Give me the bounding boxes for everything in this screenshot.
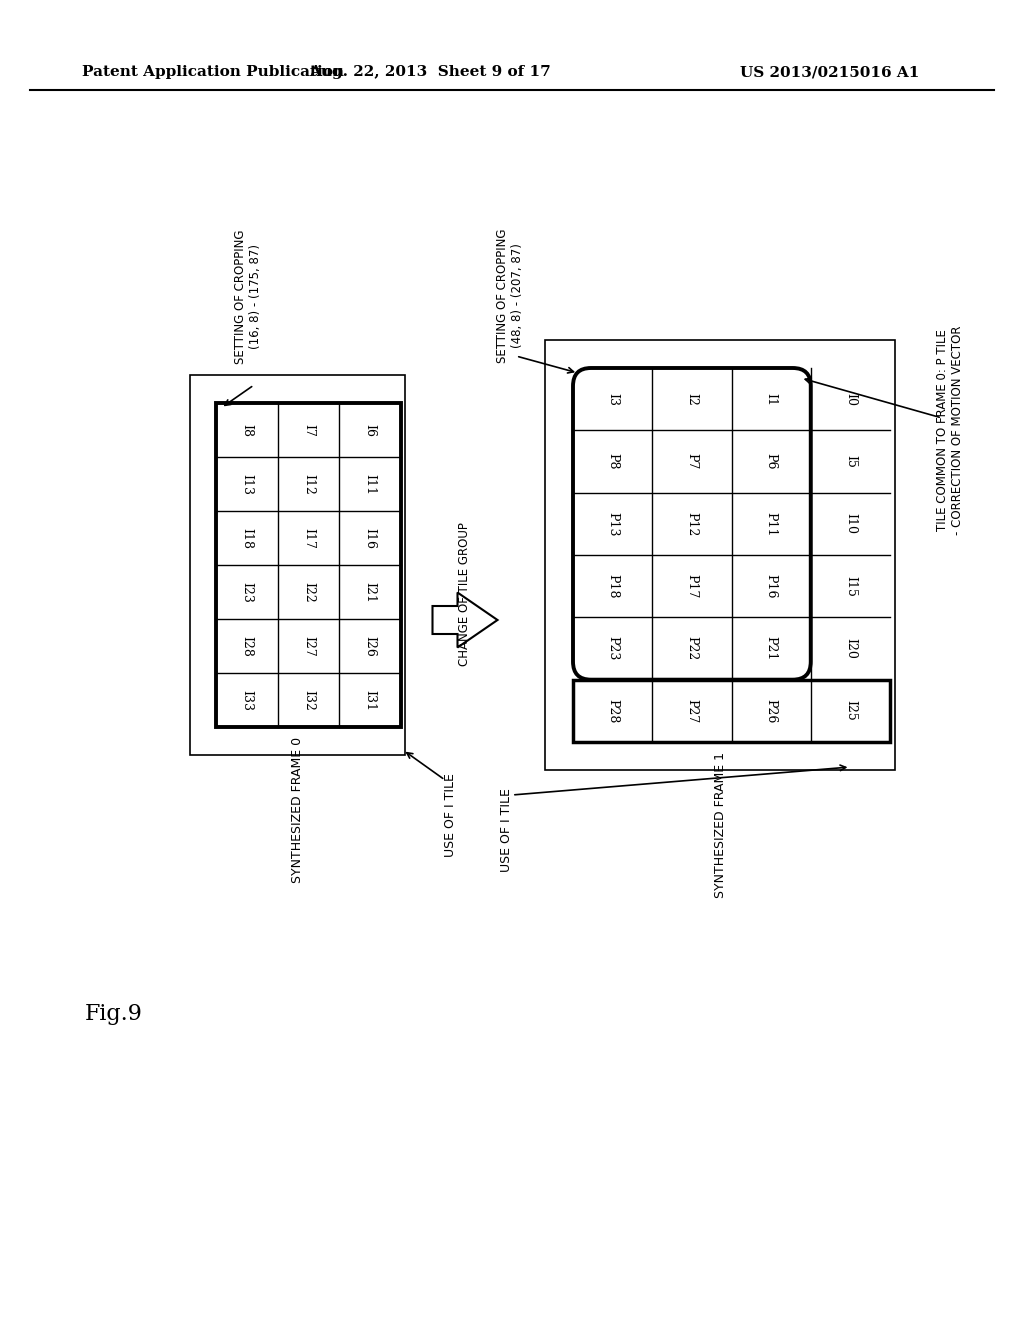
Text: P26: P26 xyxy=(765,698,777,723)
Text: SYNTHESIZED FRAME 0: SYNTHESIZED FRAME 0 xyxy=(291,737,304,883)
Text: I33: I33 xyxy=(241,689,253,710)
Text: I26: I26 xyxy=(364,635,377,656)
Text: CHANGE OF TILE GROUP: CHANGE OF TILE GROUP xyxy=(459,521,471,665)
Bar xyxy=(573,680,890,742)
Text: I0: I0 xyxy=(844,392,857,405)
Text: I5: I5 xyxy=(844,455,857,467)
Bar xyxy=(545,341,895,770)
Text: TILE COMMON TO FRAME 0: P TILE
- CORRECTION OF MOTION VECTOR: TILE COMMON TO FRAME 0: P TILE - CORRECT… xyxy=(936,325,964,535)
Polygon shape xyxy=(432,593,498,648)
Text: P13: P13 xyxy=(606,512,620,536)
Text: I10: I10 xyxy=(844,513,857,535)
Text: I28: I28 xyxy=(241,635,253,656)
Bar xyxy=(190,375,406,755)
Text: SYNTHESIZED FRAME 1: SYNTHESIZED FRAME 1 xyxy=(714,752,726,898)
Text: I23: I23 xyxy=(241,582,253,602)
Text: P22: P22 xyxy=(685,636,698,660)
Text: I13: I13 xyxy=(241,474,253,495)
Text: P21: P21 xyxy=(765,636,777,661)
Text: I16: I16 xyxy=(364,528,377,549)
Text: P7: P7 xyxy=(685,453,698,470)
Text: USE OF I TILE: USE OF I TILE xyxy=(501,788,513,873)
Text: P6: P6 xyxy=(765,453,777,470)
Text: I25: I25 xyxy=(844,701,857,721)
Text: I27: I27 xyxy=(302,636,315,656)
Text: I7: I7 xyxy=(302,424,315,437)
Text: P8: P8 xyxy=(606,453,620,470)
Text: I3: I3 xyxy=(606,392,620,405)
Text: I18: I18 xyxy=(241,528,253,549)
Text: P16: P16 xyxy=(765,574,777,598)
Text: US 2013/0215016 A1: US 2013/0215016 A1 xyxy=(740,65,920,79)
Text: I22: I22 xyxy=(302,582,315,602)
Text: P18: P18 xyxy=(606,574,620,598)
Bar xyxy=(216,403,401,727)
Text: I21: I21 xyxy=(364,582,377,602)
Text: Patent Application Publication: Patent Application Publication xyxy=(82,65,344,79)
Text: I1: I1 xyxy=(765,392,777,405)
Text: I15: I15 xyxy=(844,576,857,597)
Text: P11: P11 xyxy=(765,512,777,536)
Text: P17: P17 xyxy=(685,574,698,598)
Text: P12: P12 xyxy=(685,512,698,536)
Text: SETTING OF CROPPING
(48, 8) - (207, 87): SETTING OF CROPPING (48, 8) - (207, 87) xyxy=(496,228,524,363)
Text: Aug. 22, 2013  Sheet 9 of 17: Aug. 22, 2013 Sheet 9 of 17 xyxy=(309,65,551,79)
Text: I32: I32 xyxy=(302,689,315,710)
Text: I11: I11 xyxy=(364,474,377,495)
Text: I8: I8 xyxy=(241,424,253,437)
Text: SETTING OF CROPPING
(16, 8) - (175, 87): SETTING OF CROPPING (16, 8) - (175, 87) xyxy=(234,230,262,364)
Text: I17: I17 xyxy=(302,528,315,548)
Text: P28: P28 xyxy=(606,698,620,723)
Text: I20: I20 xyxy=(844,638,857,659)
Text: P23: P23 xyxy=(606,636,620,661)
Text: P27: P27 xyxy=(685,698,698,723)
Text: I6: I6 xyxy=(364,424,377,437)
Text: I31: I31 xyxy=(364,689,377,710)
Text: Fig.9: Fig.9 xyxy=(85,1003,143,1026)
Text: I12: I12 xyxy=(302,474,315,495)
Text: I2: I2 xyxy=(685,393,698,405)
Text: USE OF I TILE: USE OF I TILE xyxy=(443,774,457,857)
